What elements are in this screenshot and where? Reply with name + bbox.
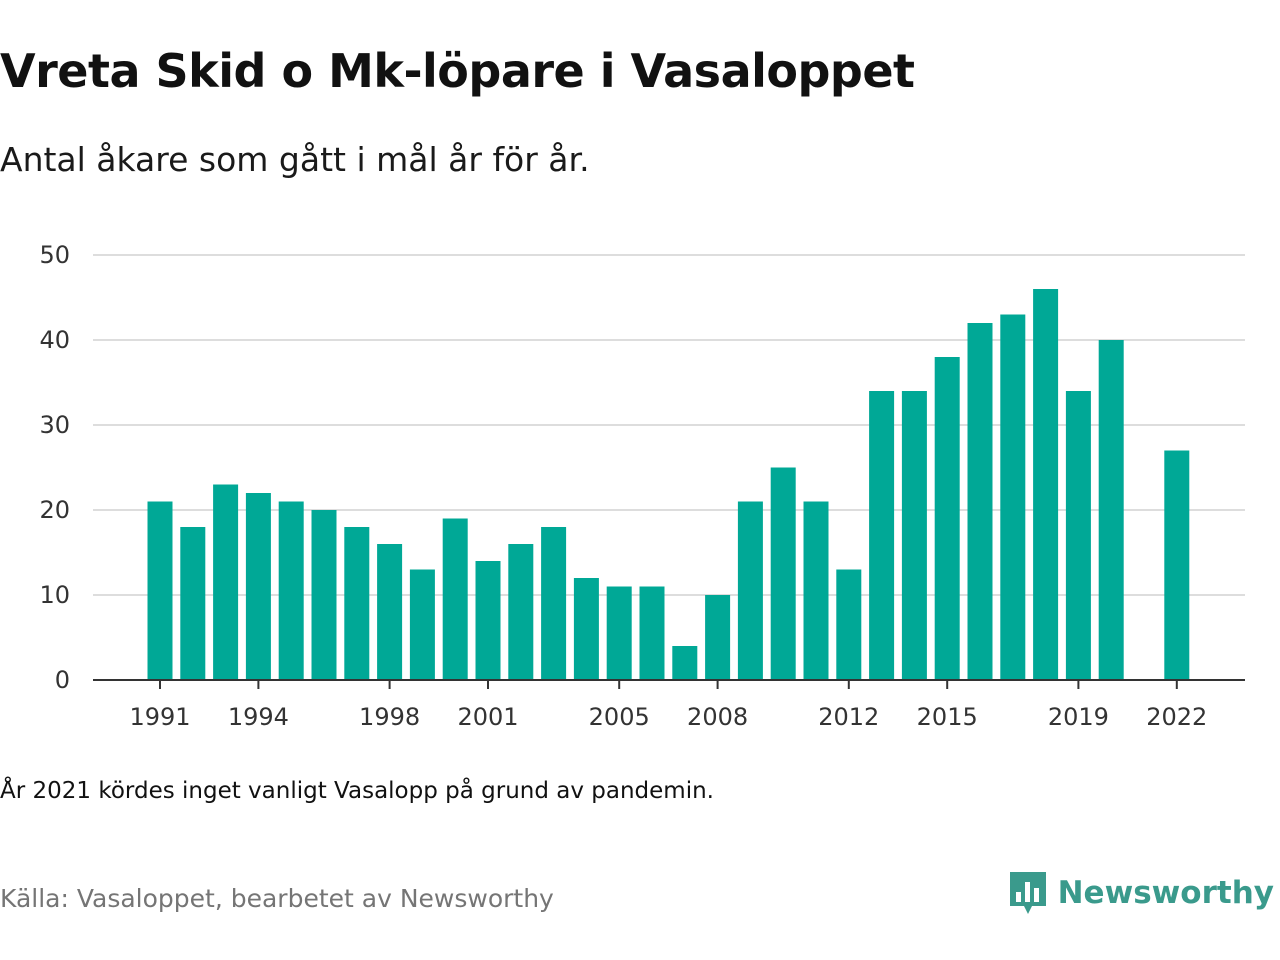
y-tick-label: 40 — [39, 326, 70, 354]
y-tick-label: 10 — [39, 581, 70, 609]
y-tick-label: 50 — [39, 241, 70, 269]
bar-1995 — [278, 501, 304, 680]
bar-1994 — [245, 493, 271, 680]
bar-2007 — [672, 646, 698, 680]
x-tick-label: 2008 — [687, 703, 748, 730]
bar-2009 — [737, 501, 763, 680]
bar-2022 — [1164, 450, 1190, 680]
chart-subtitle: Antal åkare som gått i mål år för år. — [0, 140, 590, 179]
bar-2011 — [803, 501, 829, 680]
bar-2000 — [442, 518, 468, 680]
x-tick-label: 2019 — [1048, 703, 1109, 730]
x-tick-label: 1994 — [228, 703, 289, 730]
newsworthy-logo-icon — [1009, 872, 1046, 914]
bar-2005 — [606, 586, 632, 680]
bar-2020 — [1098, 340, 1124, 680]
x-tick-label: 2022 — [1146, 703, 1207, 730]
bar-2010 — [770, 467, 796, 680]
bar-1996 — [311, 510, 337, 680]
x-tick-label: 2015 — [917, 703, 978, 730]
chart-title: Vreta Skid o Mk-löpare i Vasaloppet — [0, 44, 915, 98]
source-text: Källa: Vasaloppet, bearbetet av Newswort… — [0, 884, 554, 913]
bar-2016 — [967, 323, 993, 680]
bar-1999 — [409, 569, 435, 680]
x-tick-label: 2001 — [457, 703, 518, 730]
bar-2017 — [1000, 314, 1026, 680]
bar-2004 — [573, 578, 599, 680]
bar-2002 — [508, 544, 534, 680]
bar-2008 — [705, 595, 731, 680]
bar-1998 — [377, 544, 403, 680]
brand-logo: Newsworthy — [1008, 868, 1274, 918]
y-tick-label: 0 — [55, 666, 70, 694]
bar-chart: 0 10 20 30 40 50 1991 1994 1998 2001 2005 2008 2012 2… — [39, 241, 1245, 730]
bar-1993 — [213, 484, 239, 680]
x-tick-label: 2012 — [818, 703, 879, 730]
bar-2015 — [934, 357, 960, 680]
x-tick-label: 1991 — [129, 703, 190, 730]
footnote: År 2021 kördes inget vanligt Vasalopp på… — [0, 778, 714, 804]
x-tick-label: 2005 — [589, 703, 650, 730]
bar-2018 — [1033, 289, 1059, 680]
axes: 0 10 20 30 40 50 1991 1994 1998 2001 2005 2008 2012 2… — [39, 241, 1245, 730]
bar-2013 — [869, 391, 895, 680]
bar-2012 — [836, 569, 862, 680]
bar-2014 — [901, 391, 927, 680]
bar-1997 — [344, 527, 370, 680]
bar-2001 — [475, 561, 501, 680]
brand-name: Newsworthy — [1057, 875, 1274, 911]
y-tick-label: 20 — [39, 496, 70, 524]
bar-2003 — [541, 527, 567, 680]
bars — [147, 289, 1190, 680]
y-tick-label: 30 — [39, 411, 70, 439]
bar-2019 — [1065, 391, 1091, 680]
bar-2006 — [639, 586, 665, 680]
x-tick-label: 1998 — [359, 703, 420, 730]
bar-1992 — [180, 527, 206, 680]
bar-1991 — [147, 501, 173, 680]
